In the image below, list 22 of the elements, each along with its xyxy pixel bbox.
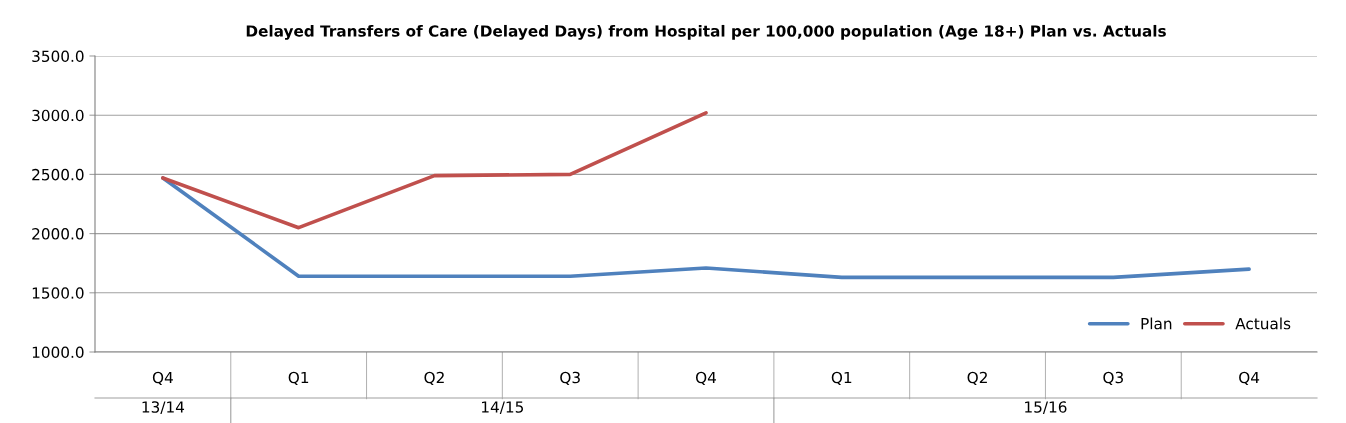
- x-tick-label: Q1: [831, 371, 852, 386]
- x-tick-label: Q2: [967, 371, 987, 386]
- legend-label: Actuals: [1235, 317, 1291, 330]
- y-tick-label: 3500.0: [32, 50, 84, 63]
- x-tick-label: Q4: [152, 371, 173, 386]
- x-tick-label: Q3: [560, 371, 580, 386]
- line-series: [161, 111, 708, 230]
- text: 13/14: [142, 401, 185, 414]
- y-tick-label: 1500.0: [32, 287, 84, 299]
- y-tick-label: 2000.0: [32, 228, 84, 240]
- legend-label: Plan: [1141, 317, 1172, 330]
- x-tick-label: Q4: [1239, 371, 1260, 386]
- x-tick-label: Q1: [288, 371, 309, 386]
- y-tick-label: 2500.0: [32, 168, 84, 181]
- y-tick-label: 1000.0: [32, 346, 84, 359]
- text: 15/16: [1025, 401, 1067, 414]
- x-tick-label: Q4: [695, 371, 717, 386]
- chart-title: Delayed Transfers of Care (Delayed Days) from Hospital per 100,000 population (Age 18+) Plan vs. Actuals: [246, 24, 1166, 40]
- x-tick-label: Q3: [1103, 371, 1123, 386]
- x-tick-label: Q2: [424, 371, 444, 386]
- text: 14/15: [482, 401, 524, 414]
- y-tick-label: 3000.0: [32, 109, 84, 122]
